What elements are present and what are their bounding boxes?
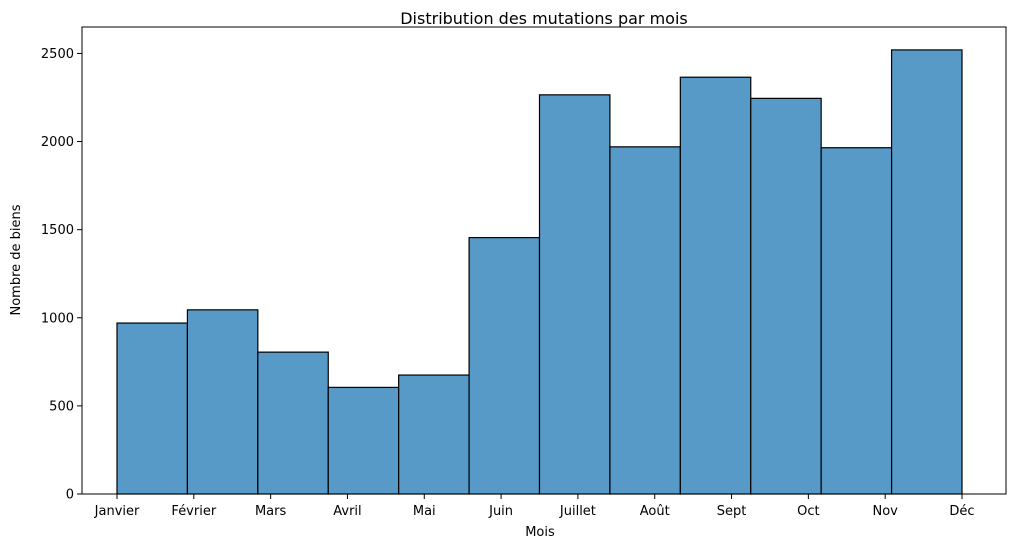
x-tick-label: Février — [171, 504, 216, 519]
bar-9 — [679, 76, 752, 495]
x-tick-label: Sept — [717, 504, 747, 519]
y-axis: 0 500 1000 1500 2000 2500 — [41, 47, 82, 503]
x-axis-label: Mois — [525, 525, 555, 540]
x-tick-label: Mars — [255, 504, 287, 519]
x-tick-label: Oct — [797, 504, 819, 519]
x-axis: Janvier Février Mars Avril Mai Juin Juillet Aoû… — [94, 494, 975, 519]
x-tick-label: Janvier — [94, 504, 140, 519]
y-tick-label: 1000 — [41, 311, 74, 326]
x-tick-label: Juin — [488, 504, 513, 519]
bar-4 — [327, 386, 400, 495]
y-tick-label: 1500 — [41, 223, 74, 238]
bar-12 — [890, 49, 963, 495]
plot-frame — [81, 26, 1007, 495]
x-tick-label: Mai — [413, 504, 436, 519]
y-tick-label: 0 — [66, 488, 74, 503]
y-tick-label: 500 — [49, 399, 74, 414]
x-tick-label: Avril — [333, 504, 361, 519]
bar-1 — [116, 322, 189, 495]
x-tick-label: Juillet — [559, 504, 596, 519]
bar-5 — [398, 374, 470, 495]
x-tick-label: Déc — [949, 504, 974, 519]
bar-10 — [750, 97, 822, 495]
bar-2 — [186, 309, 259, 495]
y-axis-label: Nombre de biens — [9, 204, 24, 315]
x-tick-label: Août — [640, 504, 670, 519]
y-tick-label: 2500 — [41, 47, 74, 62]
chart-title: Distribution des mutations par mois — [400, 9, 688, 28]
y-tick-label: 2000 — [41, 135, 74, 150]
bar-7 — [538, 94, 611, 495]
bar-8 — [609, 146, 681, 495]
bars-group — [116, 49, 963, 495]
bar-6 — [468, 236, 541, 495]
x-tick-label: Nov — [872, 504, 898, 519]
bar-11 — [820, 147, 893, 495]
bar-3 — [257, 351, 329, 495]
